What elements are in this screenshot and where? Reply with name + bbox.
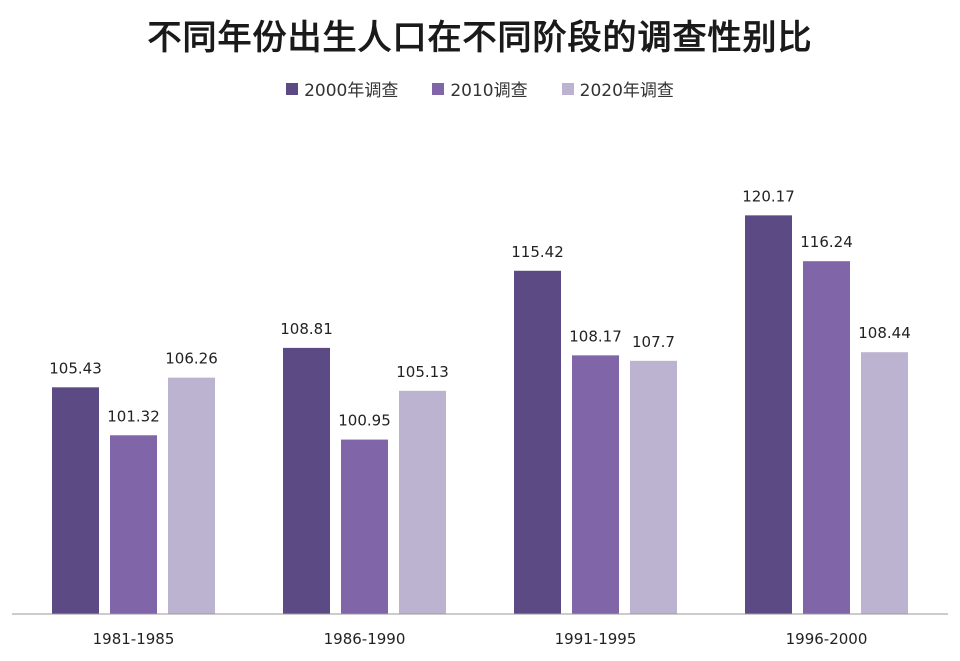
data-label: 105.13 <box>396 363 449 381</box>
legend-item-2020: 2020年调查 <box>561 76 674 101</box>
data-label: 108.17 <box>569 327 622 345</box>
bar-1986-1990-2020年调查 <box>399 390 446 614</box>
legend-swatch-2000 <box>286 82 299 95</box>
data-label: 120.17 <box>742 187 795 205</box>
legend: 2000年调查 2010调查 2020年调查 <box>0 76 960 101</box>
x-tick-label: 1981-1985 <box>93 630 175 648</box>
bar-1986-1990-2000年调查 <box>283 347 330 614</box>
data-label: 108.81 <box>280 320 333 338</box>
legend-label-2010: 2010调查 <box>450 81 528 101</box>
bar-1996-2000-2020年调查 <box>861 352 908 614</box>
bar-1981-1985-2000年调查 <box>52 387 99 614</box>
legend-item-2000: 2000年调查 <box>286 76 398 101</box>
bar-1981-1985-2020年调查 <box>168 377 215 614</box>
data-label: 105.43 <box>49 359 102 377</box>
data-label: 115.42 <box>511 243 564 261</box>
data-label: 106.26 <box>165 350 218 368</box>
bar-1996-2000-2010调查 <box>803 261 850 614</box>
x-tick-label: 1996-2000 <box>786 630 868 648</box>
bar-1991-1995-2000年调查 <box>514 270 561 614</box>
chart-title: 不同年份出生人口在不同阶段的调查性别比 <box>147 18 813 58</box>
legend-item-2010: 2010调查 <box>432 76 528 101</box>
data-label: 101.32 <box>107 407 160 425</box>
data-label: 100.95 <box>338 412 391 430</box>
data-label: 116.24 <box>800 233 853 251</box>
bar-1991-1995-2020年调查 <box>630 360 677 614</box>
bar-1991-1995-2010调查 <box>572 355 619 614</box>
x-tick-label: 1991-1995 <box>555 630 637 648</box>
bar-1981-1985-2010调查 <box>110 435 157 614</box>
legend-swatch-2020 <box>561 82 574 95</box>
x-tick-label: 1986-1990 <box>324 630 406 648</box>
legend-label-2000: 2000年调查 <box>304 81 399 101</box>
legend-swatch-2010 <box>432 82 445 95</box>
data-label: 107.7 <box>632 333 675 351</box>
data-label: 108.44 <box>858 324 911 342</box>
legend-label-2020: 2020年调查 <box>579 81 674 101</box>
bar-1986-1990-2010调查 <box>341 439 388 614</box>
bar-1996-2000-2000年调查 <box>745 215 792 614</box>
